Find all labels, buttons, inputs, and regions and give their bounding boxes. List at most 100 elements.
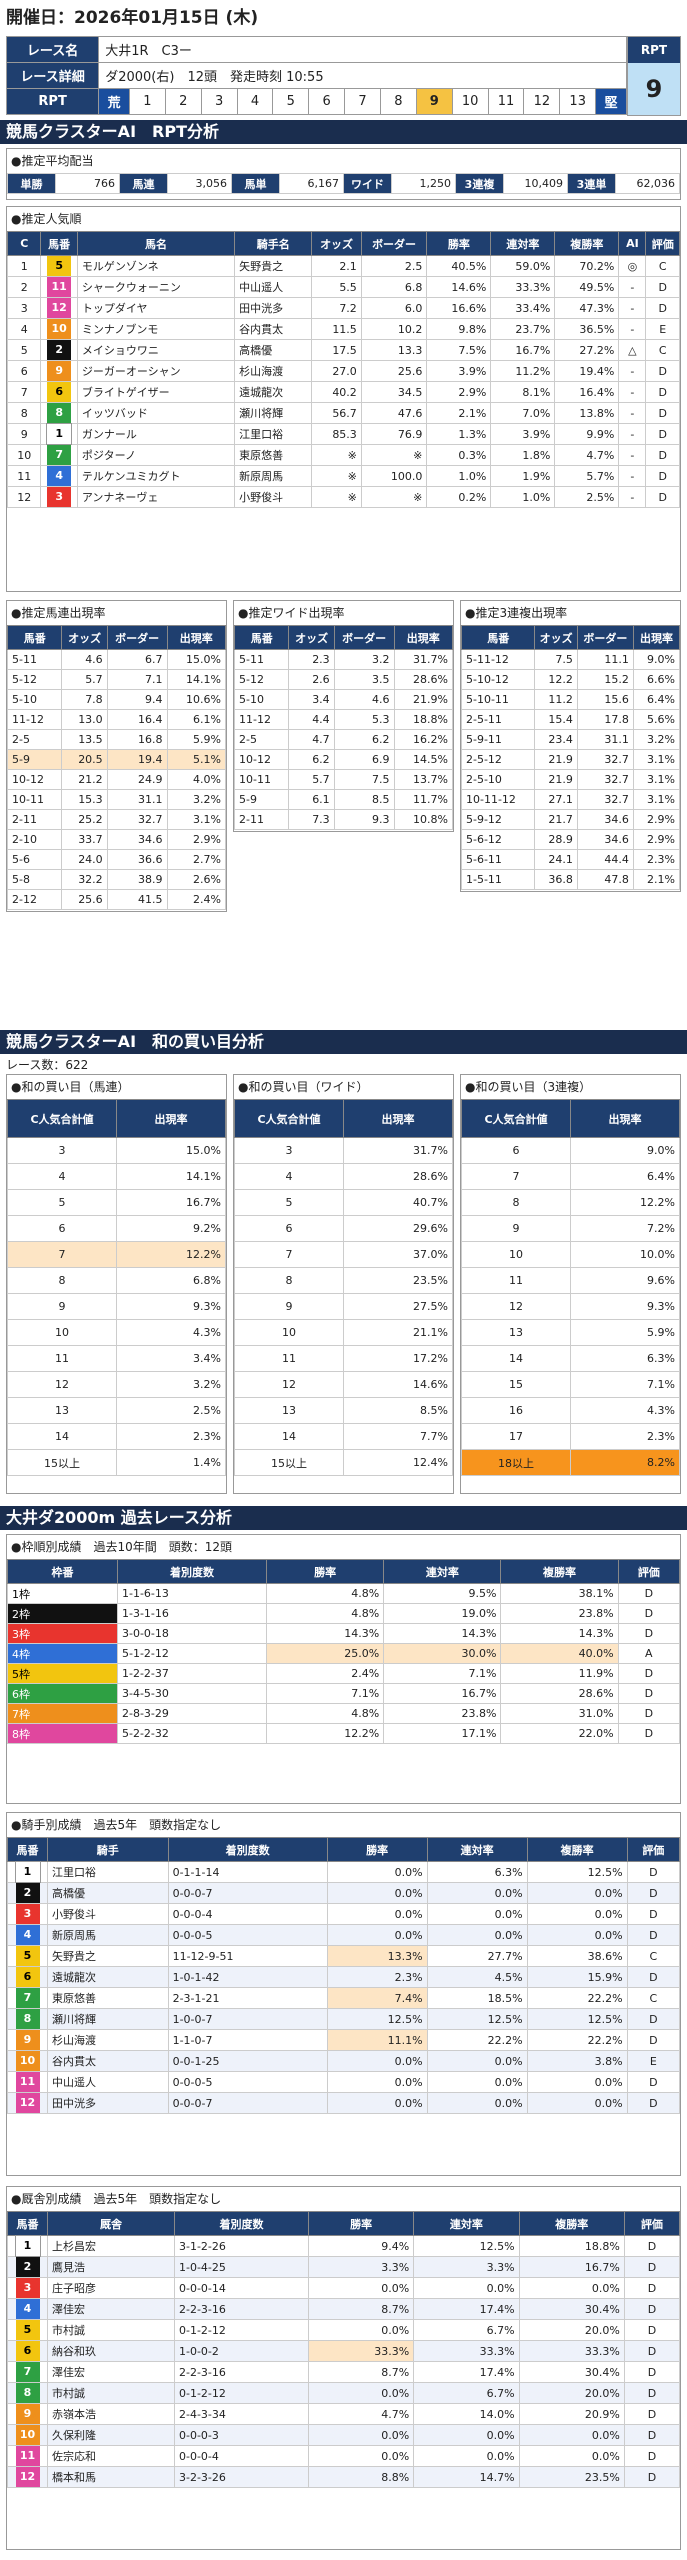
wa-row: 12 9.3% [461, 1293, 680, 1320]
pair-rate-cell: 5-8 [6, 869, 63, 890]
wa-sum-cell: 14 [7, 1423, 117, 1450]
pair-rate-cell: 9.0% [632, 649, 681, 670]
popularity-cell: 2.9% [426, 381, 492, 403]
frame-caption: ●枠順別成績 過去10年間 頭数：12頭 [11, 1540, 233, 1554]
pair-rate-table: 馬番 オッズ ボーダー 出現率 5-11-12 7.5 11.1 9.0% 5-10-12 12.… [460, 625, 681, 890]
popularity-cell: 100.0 [360, 465, 428, 487]
popularity-cell: 矢野貴之 [234, 255, 313, 277]
jockey-cell: 12.5% [426, 2008, 528, 2030]
pair-rate-cell: 10-11 [6, 789, 63, 810]
wa-rate-cell: 28.6% [343, 1163, 453, 1190]
wa-sum-cell: 6 [461, 1137, 571, 1164]
wa-rate-cell: 8.5% [343, 1397, 453, 1424]
popularity-cell: 6.8 [360, 276, 428, 298]
horse-number-badge: 5 [15, 2320, 40, 2340]
trainer-box: ●厩舎別成績 過去5年 頭数指定なし 馬番 厩舎 着別度数 勝率 連対率 複勝率 評価 1 上杉… [6, 2186, 681, 2550]
wa-rate-cell: 3.4% [116, 1345, 226, 1372]
jockey-cell: 0-0-0-5 [167, 1924, 328, 1946]
horse-number-badge: 10 [15, 2051, 40, 2071]
pair-rate-row: 5-10 3.4 4.6 21.9% [233, 689, 454, 710]
wa-row: 10 10.0% [461, 1241, 680, 1268]
jockey-header: 騎手 [47, 1837, 169, 1862]
pair-rate-cell: 5-10 [233, 689, 290, 710]
wa-row: 6 29.6% [234, 1215, 453, 1242]
jockey-header: 馬番 [7, 1837, 48, 1862]
wa-sum-cell: 14 [234, 1423, 344, 1450]
popularity-cell: 8 [6, 402, 42, 424]
trainer-row: 4 澤佳宏 2-2-3-16 8.7% 17.4% 30.4% D [7, 2298, 681, 2320]
jockey-table: 馬番 騎手 着別度数 勝率 連対率 複勝率 評価 1 江里口裕 0-1-1-14 0.0% 6.3% 1… [7, 1837, 681, 2114]
pair-rate-cell: 10-11 [233, 769, 290, 790]
wa-row: 13 8.5% [234, 1397, 453, 1424]
wa-row: 6 9.0% [461, 1137, 680, 1164]
frame-cell: 7.1% [266, 1683, 385, 1704]
frame-cell: 1-1-6-13 [116, 1583, 268, 1604]
popularity-cell: テルケンユミカグト [76, 465, 236, 487]
frame-cell: 5-1-2-12 [116, 1643, 268, 1664]
payout-value: 766 [55, 173, 120, 194]
popularity-cell: 瀬川将輝 [234, 402, 313, 424]
pair-rate-cell: 14.1% [166, 669, 227, 690]
popularity-cell: 34.5 [360, 381, 428, 403]
trainer-row: 9 赤嶺本浩 2-4-3-34 4.7% 14.0% 20.9% D [7, 2403, 681, 2425]
pair-rate-cell: 2-5-11 [460, 709, 536, 730]
popularity-cell: D [645, 402, 680, 424]
trainer-cell: 2-4-3-34 [173, 2403, 309, 2425]
jockey-cell: C [626, 1945, 681, 1967]
popularity-cell: 3.9% [490, 423, 556, 445]
wa-rate-cell: 40.7% [343, 1189, 453, 1216]
race-detail: ダ2000(右) 12頭 発走時刻 10:55 [98, 62, 627, 89]
pair-rate-cell: 6.4% [632, 689, 681, 710]
pair-rate-cell: 3.1% [632, 749, 681, 770]
wa-rate-cell: 6.8% [116, 1267, 226, 1294]
pair-rate-cell: 5-6-11 [460, 849, 536, 870]
wa-table: C人気合計値 出現率 3 15.0% 4 14.1% 5 16.7% 6 9.2% 7 12.2% 8 6… [7, 1099, 226, 1476]
frame-cell: D [617, 1623, 681, 1644]
popularity-cell: 76.9 [360, 423, 428, 445]
trainer-cell: 6.7% [413, 2319, 520, 2341]
trainer-caption: ●厩舎別成績 過去5年 頭数指定なし [11, 2192, 222, 2206]
pair-rate-cell: 2-11 [233, 809, 290, 830]
popularity-row: 4 10 ミンナノブンモ 谷内貫太 11.5 10.2 9.8% 23.7% 36.5% - E [6, 318, 680, 340]
jockey-cell: 1-1-0-7 [167, 2029, 328, 2051]
popularity-cell: メイショウワニ [76, 339, 236, 361]
popularity-cell: ガンナール [76, 423, 236, 445]
horse-number-cell: 6 [40, 381, 78, 403]
trainer-cell: 9.4% [307, 2235, 415, 2257]
avg-payout-caption: ●推定平均配当 [11, 154, 94, 168]
wa-row: 7 12.2% [7, 1241, 226, 1268]
horse-number-cell: 9 [7, 2029, 48, 2051]
popularity-cell: D [645, 360, 680, 382]
popularity-cell: 47.6 [360, 402, 428, 424]
pair-rate-cell: 10-12 [6, 769, 63, 790]
wa-row: 7 6.4% [461, 1163, 680, 1190]
wa-rate-cell: 4.3% [116, 1319, 226, 1346]
pair-rate-row: 5-6-11 24.1 44.4 2.3% [460, 849, 681, 870]
jockey-cell: D [626, 1882, 681, 1904]
frame-cell: 1枠 [7, 1583, 118, 1604]
pair-rate-cell: 28.9 [534, 829, 578, 850]
wa-sum-cell: 5 [7, 1189, 117, 1216]
jockey-cell: 0.0% [526, 2071, 628, 2093]
pair-rate-cell: 32.7 [576, 769, 634, 790]
wa-row: 9 9.3% [7, 1293, 226, 1320]
trainer-cell: 2-2-3-16 [173, 2361, 309, 2383]
pair-rate-cell: 6.6% [632, 669, 681, 690]
wa-caption: ●和の買い目（ワイド） [238, 1080, 369, 1094]
wa-sum-cell: 10 [234, 1319, 344, 1346]
trainer-cell: 12.5% [413, 2235, 520, 2257]
horse-number-cell: 11 [7, 2071, 48, 2093]
trainer-cell: D [623, 2340, 681, 2362]
pair-rate-cell: 36.6 [106, 849, 168, 870]
pair-rate-cell: 11-12 [6, 709, 63, 730]
popularity-cell: E [645, 318, 680, 340]
wa-rate-cell: 9.6% [570, 1267, 680, 1294]
trainer-cell: 20.9% [518, 2403, 625, 2425]
wa-row: 15 7.1% [461, 1371, 680, 1398]
pair-rate-row: 2-11 25.2 32.7 3.1% [6, 809, 227, 830]
pair-rate-cell: 2.4% [166, 889, 227, 910]
pair-rate-cell: 3.5 [333, 669, 395, 690]
horse-number-cell: 8 [7, 2382, 48, 2404]
frame-cell: 14.3% [383, 1623, 502, 1644]
popularity-cell: 11 [6, 465, 42, 487]
